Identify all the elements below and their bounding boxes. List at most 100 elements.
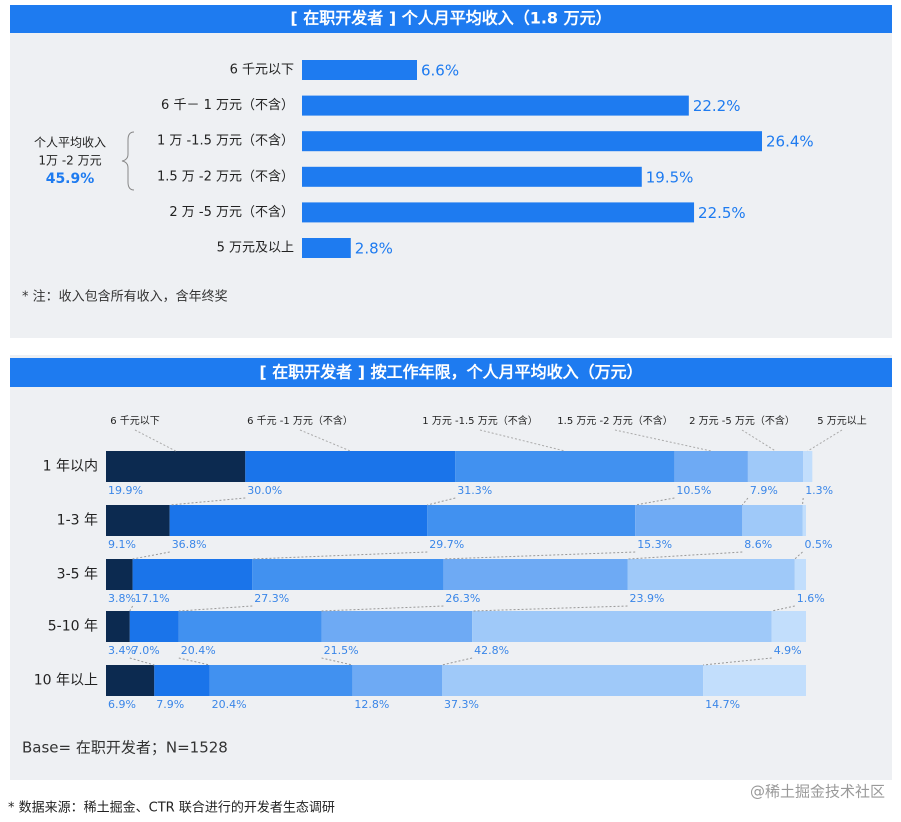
panel-header — [10, 5, 892, 33]
note: * 注：收入包含所有收入，含年终奖 — [22, 289, 228, 305]
category-label: 5-10 年 — [48, 619, 98, 635]
bar-segment — [442, 665, 704, 696]
value-label: 7.9% — [750, 484, 778, 497]
value-label: 6.9% — [108, 698, 136, 711]
legend-label: 6 千元 -1 万元（不含） — [247, 414, 353, 427]
bar — [302, 238, 351, 258]
bar-segment — [427, 505, 636, 536]
category-label: 1 万 -1.5 万元（不含） — [157, 133, 294, 149]
value-label: 20.4% — [212, 698, 247, 711]
chart-title: [ 在职开发者 ] 按工作年限，个人月平均收入（万元） — [259, 363, 642, 382]
bar — [302, 202, 695, 223]
value-label: 19.5% — [646, 168, 694, 186]
legend-label: 1.5 万元 -2 万元（不含） — [557, 414, 672, 427]
legend-pointer — [741, 429, 776, 452]
category-label: 6 千元以下 — [230, 63, 294, 78]
legend-label: 5 万元以上 — [817, 415, 867, 427]
value-label: 3.4% — [108, 644, 136, 657]
value-label: 26.4% — [766, 133, 814, 151]
connector — [703, 657, 772, 666]
legend-label: 6 千元以下 — [110, 415, 160, 427]
value-label: 9.1% — [108, 538, 136, 551]
value-label: 15.3% — [637, 538, 672, 551]
bar-segment — [742, 505, 803, 536]
bar-segment — [443, 559, 628, 590]
bar-segment — [106, 611, 130, 642]
value-label: 14.7% — [705, 698, 740, 711]
category-label: 6 千－ 1 万元（不含） — [161, 97, 294, 113]
value-label: 22.5% — [698, 204, 746, 222]
note: Base= 在职开发者；N=1528 — [22, 739, 228, 757]
value-label: 17.1% — [135, 592, 170, 605]
bar — [302, 131, 762, 152]
legend-pointer — [479, 429, 565, 452]
watermark: @稀土掘金技术社区 — [750, 783, 885, 801]
bar-segment — [245, 451, 456, 482]
bar-segment — [209, 665, 353, 696]
connector — [741, 497, 749, 506]
value-label: 26.3% — [445, 592, 480, 605]
value-label: 12.8% — [354, 698, 389, 711]
connector — [794, 551, 803, 560]
connector — [627, 551, 743, 560]
bar-segment — [635, 505, 743, 536]
legend-pointer — [614, 429, 712, 452]
annotation: 个人平均收入 — [34, 136, 106, 150]
category-label: 1.5 万 -2 万元（不含） — [157, 168, 294, 184]
value-label: 37.3% — [444, 698, 479, 711]
bar-segment — [132, 559, 253, 590]
category-label: 2 万 -5 万元（不含） — [169, 204, 294, 220]
value-label: 10.5% — [676, 484, 711, 497]
value-label: 8.6% — [744, 538, 772, 551]
bar-segment — [803, 451, 813, 482]
category-label: 5 万元及以上 — [217, 241, 294, 256]
value-label: 23.9% — [630, 592, 665, 605]
value-label: 30.0% — [247, 484, 282, 497]
bar-segment — [747, 451, 804, 482]
category-label: 1-3 年 — [57, 513, 98, 529]
bar-segment — [169, 505, 428, 536]
value-label: 7.9% — [156, 698, 184, 711]
brace — [121, 131, 135, 191]
legend-label: 2 万元 -5 万元（不含） — [689, 414, 795, 427]
connector — [635, 497, 675, 506]
connector — [129, 605, 134, 612]
value-label: 1.6% — [797, 592, 825, 605]
value-label: 6.6% — [421, 62, 459, 80]
bar-segment — [472, 611, 772, 642]
bar — [302, 166, 642, 187]
bar-segment — [802, 505, 806, 536]
connector — [802, 497, 804, 506]
connector — [178, 657, 210, 666]
panel-header — [10, 358, 892, 387]
connector — [169, 497, 246, 506]
connector — [321, 605, 444, 612]
value-label: 4.9% — [774, 644, 802, 657]
bar-segment — [703, 665, 806, 696]
category-label: 10 年以上 — [34, 673, 98, 689]
value-label: 27.3% — [254, 592, 289, 605]
bar — [302, 95, 689, 116]
bar-segment — [178, 611, 322, 642]
connector — [129, 657, 155, 666]
value-label: 21.5% — [324, 644, 359, 657]
bar-segment — [352, 665, 442, 696]
annotation: 45.9% — [46, 171, 95, 187]
bar-segment — [321, 611, 473, 642]
value-label: 22.2% — [693, 97, 741, 115]
value-label: 2.8% — [355, 240, 393, 258]
category-label: 1 年以内 — [43, 459, 98, 475]
legend-pointer — [299, 429, 351, 452]
bar-segment — [129, 611, 179, 642]
legend-label: 1 万元 -1.5 万元（不含） — [422, 414, 537, 427]
chart-title: [ 在职开发者 ] 个人月平均收入（1.8 万元） — [290, 9, 611, 28]
bar-segment — [154, 665, 210, 696]
bar-segment — [106, 559, 133, 590]
value-label: 31.3% — [457, 484, 492, 497]
value-label: 0.5% — [805, 538, 833, 551]
bar-segment — [455, 451, 675, 482]
bar-segment — [106, 451, 246, 482]
connector — [427, 497, 456, 506]
legend-pointer — [807, 429, 843, 452]
